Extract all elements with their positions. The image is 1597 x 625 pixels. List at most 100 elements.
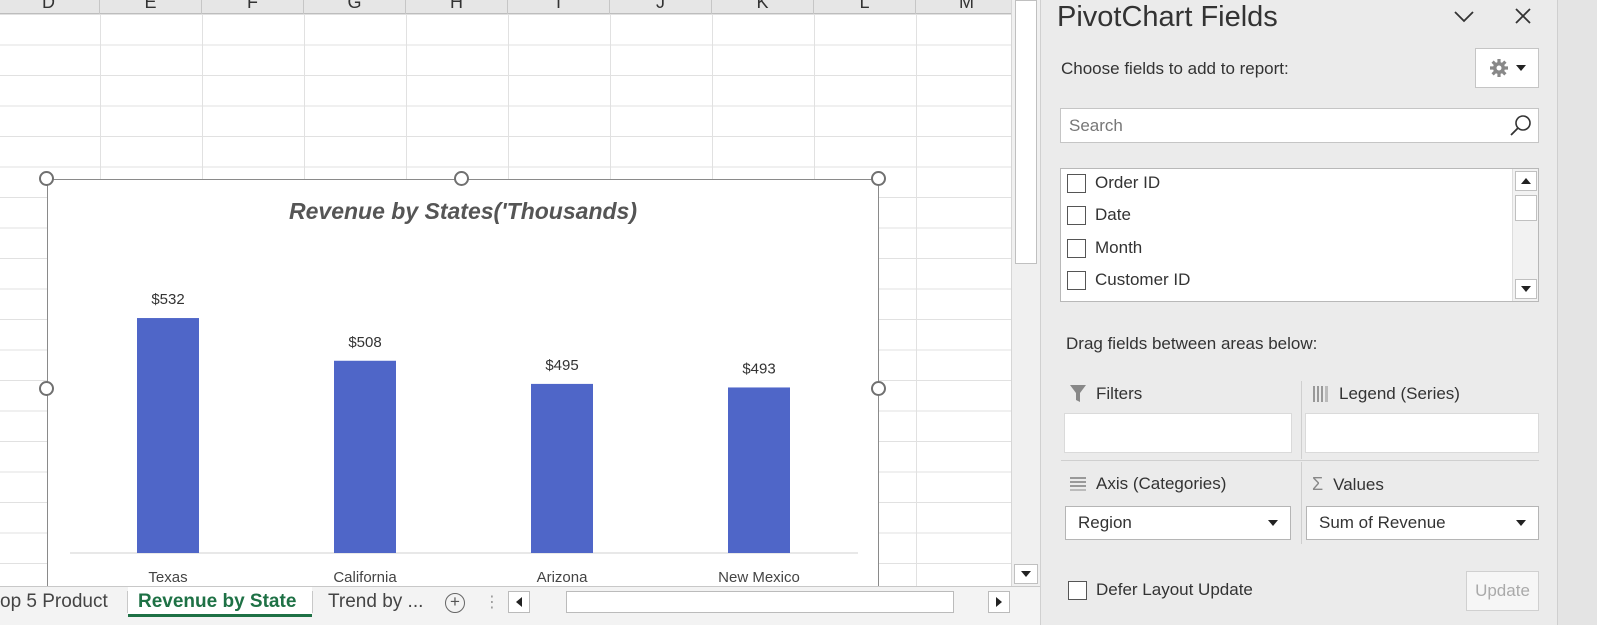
field-label: Order ID [1095,173,1161,192]
dropdown-arrow-icon [1516,520,1526,526]
data-label: $532 [151,291,184,308]
defer-layout-label: Defer Layout Update [1096,580,1253,599]
scroll-down-button[interactable] [1014,564,1038,584]
filters-drop-zone[interactable] [1064,413,1292,453]
arrow-left-icon [516,597,522,607]
area-divider [1061,460,1539,461]
list-scroll-down-button[interactable] [1515,279,1537,299]
add-sheet-icon[interactable]: + [445,593,465,613]
sheet-tabs-bar: op 5 Product Revenue by State Trend by .… [0,586,1040,625]
column-header-f[interactable]: F [202,0,304,14]
field-list: Order ID Date Month Customer ID [1060,168,1539,302]
column-header-m[interactable]: M [916,0,1011,14]
close-icon[interactable] [1511,4,1535,28]
sheet-tab-top-5-product[interactable]: op 5 Product [0,591,108,612]
field-search-box [1060,108,1539,143]
legend-columns-icon [1313,386,1328,402]
column-header-g[interactable]: G [304,0,406,14]
dropdown-arrow-icon [1268,520,1278,526]
chart-title[interactable]: Revenue by States('Thousands) [289,198,637,224]
field-checkbox[interactable] [1067,205,1086,225]
values-area-header: Σ Values [1312,474,1384,495]
legend-area-header: Legend (Series) [1313,384,1460,404]
field-checkbox[interactable] [1067,173,1086,193]
field-checkbox[interactable] [1067,238,1086,258]
category-label: New Mexico [718,569,800,586]
data-label: $493 [742,360,775,377]
chart-resize-handle-top-left[interactable] [39,171,54,186]
field-label: Month [1095,238,1143,257]
data-label: $508 [348,334,381,351]
column-header-j[interactable]: J [610,0,712,14]
field-item-date[interactable]: Date [1067,201,1131,229]
axis-field-region[interactable]: Region [1065,506,1291,540]
column-header-h[interactable]: H [406,0,508,14]
field-list-scrollbar[interactable] [1512,169,1538,301]
horizontal-scrollbar[interactable] [566,591,954,613]
drag-fields-label: Drag fields between areas below: [1066,334,1318,353]
chart-resize-handle-middle-left[interactable] [39,381,54,396]
values-field-label: Sum of Revenue [1319,513,1446,532]
chart-resize-handle-middle-right[interactable] [871,381,886,396]
update-button[interactable]: Update [1466,571,1539,611]
field-item-month[interactable]: Month [1067,234,1142,262]
tab-separator [312,591,313,613]
bar-new-mexico[interactable] [728,387,790,553]
vertical-scrollbar[interactable] [1011,0,1040,586]
filters-area-header: Filters [1070,384,1142,404]
legend-drop-zone[interactable] [1305,413,1539,453]
list-scroll-thumb[interactable] [1515,195,1537,221]
gear-icon [1489,59,1508,77]
column-header-d[interactable]: D [0,0,100,14]
legend-area-label: Legend (Series) [1339,384,1460,403]
column-header-i[interactable]: I [508,0,610,14]
arrow-down-icon [1521,286,1531,292]
column-header-e[interactable]: E [100,0,202,14]
filters-area-label: Filters [1096,384,1143,403]
defer-layout-update[interactable]: Defer Layout Update [1068,580,1253,600]
column-header-k[interactable]: K [712,0,814,14]
arrow-right-icon [996,597,1002,607]
tab-splitter-dots-icon[interactable]: ⋮ [484,594,500,611]
field-search-input[interactable] [1061,109,1501,142]
values-field-sum-of-revenue[interactable]: Sum of Revenue [1306,506,1539,540]
category-label: Texas [148,569,187,586]
field-checkbox[interactable] [1067,270,1086,290]
category-label: Arizona [537,569,589,586]
list-scroll-up-button[interactable] [1515,171,1537,191]
sheet-tab-trend-by[interactable]: Trend by ... [328,591,424,612]
scroll-left-button[interactable] [508,591,530,613]
bar-california[interactable] [334,360,396,553]
vertical-scroll-thumb[interactable] [1015,0,1037,264]
field-label: Date [1095,205,1131,224]
data-label: $495 [545,357,578,374]
axis-area-header: Axis (Categories) [1070,474,1226,494]
bar-arizona[interactable] [531,383,593,553]
field-item-order-id[interactable]: Order ID [1067,169,1160,197]
axis-area-label: Axis (Categories) [1096,474,1227,493]
chart-plot: $532 Texas $508 California $495 Arizona $493 Ne… [70,291,858,586]
choose-fields-label: Choose fields to add to report: [1061,59,1289,78]
pivotchart-fields-pane: PivotChart Fields Choose fields to add t… [1040,0,1557,625]
axis-field-label: Region [1078,513,1132,532]
search-icon[interactable] [1508,113,1534,139]
arrow-down-icon [1021,571,1031,577]
pane-title: PivotChart Fields [1057,1,1278,33]
chevron-down-icon[interactable] [1452,4,1476,28]
field-label: Customer ID [1095,270,1191,289]
chart-resize-handle-top-center[interactable] [454,171,469,186]
sheet-tab-revenue-by-state[interactable]: Revenue by State [128,587,312,617]
chart-resize-handle-top-right[interactable] [871,171,886,186]
column-header-l[interactable]: L [814,0,916,14]
bar-texas[interactable] [137,318,199,553]
revenue-chart[interactable]: Revenue by States('Thousands) $532 Texas $… [47,179,879,586]
scroll-right-button[interactable] [988,591,1010,613]
field-settings-button[interactable] [1475,48,1539,88]
defer-layout-checkbox[interactable] [1068,580,1087,600]
values-area-label: Values [1333,474,1384,494]
sigma-icon: Σ [1312,474,1324,494]
field-item-customer-id[interactable]: Customer ID [1067,266,1190,294]
